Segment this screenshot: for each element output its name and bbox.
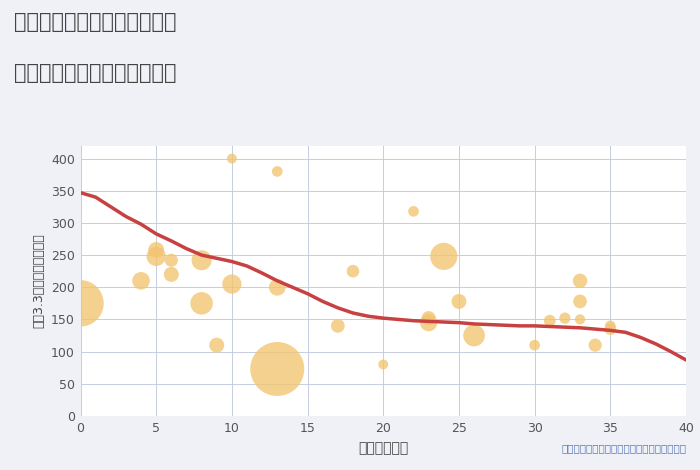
Point (575, 277, 586, 284)
Point (211, 341, 223, 349)
Point (166, 257, 177, 264)
Point (166, 271, 177, 278)
Text: 築年数別中古マンション価格: 築年数別中古マンション価格 (14, 63, 176, 84)
Point (529, 341, 540, 349)
Point (272, 168, 283, 175)
Text: 円の大きさは、取引のあった物件面積を示す: 円の大きさは、取引のあった物件面積を示す (561, 443, 686, 453)
Point (272, 365, 283, 373)
Point (332, 322, 344, 329)
Point (196, 257, 207, 264)
Point (559, 314, 570, 322)
Point (150, 252, 162, 260)
Point (75, 299, 86, 307)
Text: 神奈川県横浜市中区本牧宮原: 神奈川県横浜市中区本牧宮原 (14, 12, 176, 32)
Point (575, 298, 586, 305)
X-axis label: 築年数（年）: 築年数（年） (358, 441, 408, 455)
Point (605, 325, 616, 333)
Point (378, 360, 389, 368)
Point (196, 299, 207, 307)
Point (589, 341, 601, 349)
Point (226, 155, 237, 162)
Point (272, 283, 283, 291)
Point (347, 267, 358, 275)
Point (226, 280, 237, 288)
Point (544, 317, 555, 324)
Point (454, 298, 465, 305)
Point (408, 208, 419, 215)
Point (438, 252, 449, 260)
Point (423, 319, 434, 326)
Point (575, 316, 586, 323)
Point (605, 322, 616, 329)
Point (423, 314, 434, 322)
Y-axis label: 坪（3.3㎡）単価（万円）: 坪（3.3㎡）単価（万円） (32, 234, 46, 328)
Point (150, 246, 162, 254)
Point (468, 332, 480, 339)
Point (136, 277, 147, 284)
